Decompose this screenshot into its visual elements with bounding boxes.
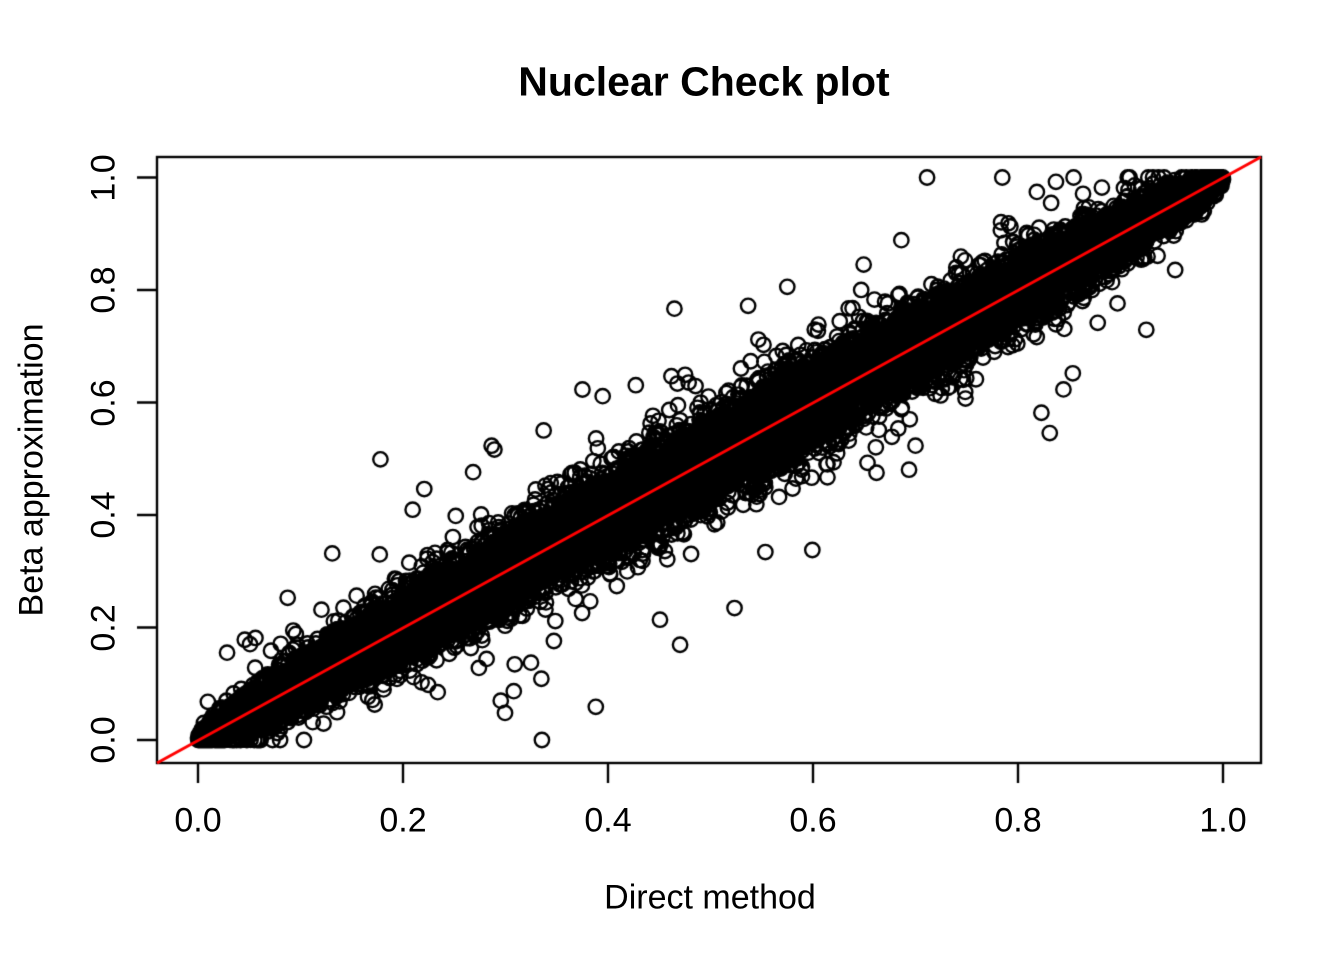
y-axis-label: Beta approximation bbox=[12, 323, 51, 617]
y-tick-label: 0.6 bbox=[84, 378, 123, 427]
x-tick-label: 0.4 bbox=[584, 801, 632, 840]
y-tick-label: 0.0 bbox=[84, 716, 123, 764]
x-tick-label: 1.0 bbox=[1199, 801, 1247, 840]
x-tick-label: 0.6 bbox=[789, 801, 837, 840]
y-tick-label: 0.2 bbox=[84, 603, 123, 652]
x-tick-label: 0.8 bbox=[994, 801, 1042, 840]
chart-title: Nuclear Check plot bbox=[518, 58, 890, 105]
x-tick-label: 0.2 bbox=[379, 801, 427, 840]
x-tick-label: 0.0 bbox=[174, 801, 222, 840]
y-tick-label: 0.4 bbox=[84, 491, 123, 539]
x-axis-label: Direct method bbox=[604, 878, 816, 917]
y-tick-label: 0.8 bbox=[84, 266, 123, 314]
y-tick-label: 1.0 bbox=[84, 153, 123, 202]
